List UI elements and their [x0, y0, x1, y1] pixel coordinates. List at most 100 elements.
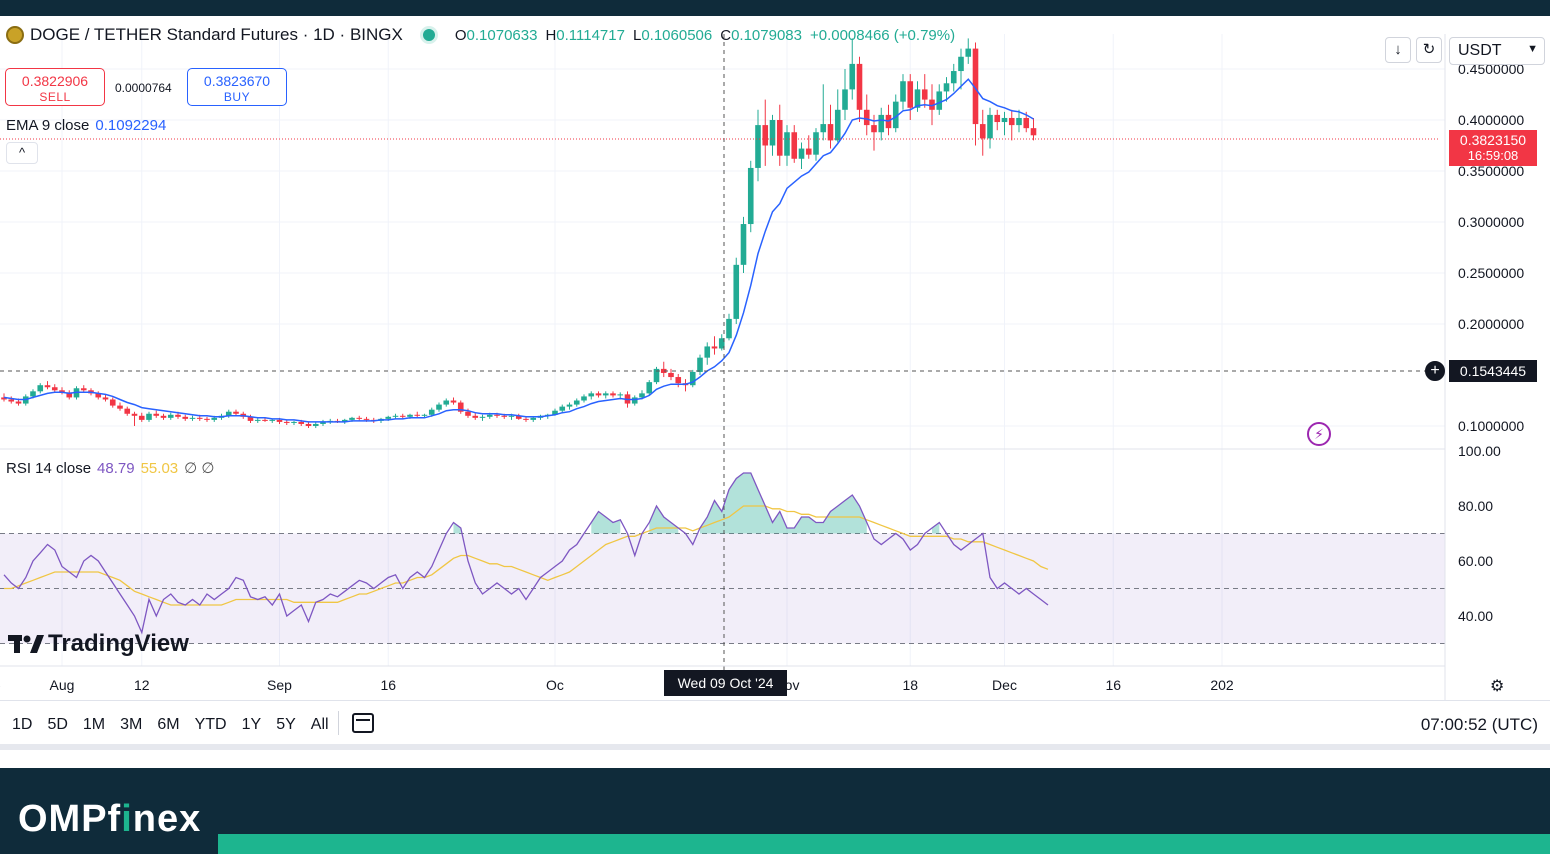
candle-body: [733, 264, 740, 319]
range-button-6m[interactable]: 6M: [157, 716, 180, 733]
candle-body: [494, 414, 500, 416]
candle-body: [37, 385, 44, 392]
candle-body: [189, 417, 196, 419]
range-button-all[interactable]: All: [310, 716, 329, 733]
range-button-3m[interactable]: 3M: [120, 716, 143, 733]
candle-body: [501, 415, 508, 417]
candle-body: [269, 419, 276, 421]
rsi-overbought-fill: [649, 506, 679, 534]
candle-body: [617, 394, 624, 396]
range-button-ytd[interactable]: YTD: [194, 716, 227, 733]
rsi-overbought-fill: [453, 522, 461, 534]
candle-body: [1016, 117, 1022, 126]
candle-body: [994, 114, 1001, 123]
candle-body: [479, 416, 486, 418]
candle-body: [167, 414, 174, 418]
tradingview-watermark[interactable]: TradingView: [8, 630, 189, 658]
chart-svg[interactable]: 0.1000000 0.2000000 0.2500000 0.3000000 0.35…: [0, 16, 1550, 748]
top-frame-bar: [0, 0, 1550, 16]
chart-area[interactable]: 0.1000000 0.2000000 0.2500000 0.3000000 0.35…: [0, 16, 1550, 748]
candle-body: [769, 120, 776, 146]
candle-body: [276, 419, 283, 422]
time-tick-label: Sep: [267, 677, 292, 693]
candle-body: [51, 387, 58, 391]
candle-body: [421, 414, 428, 416]
ema-label: EMA 9 close: [6, 117, 90, 134]
buy-label: BUY: [223, 90, 251, 104]
candle-body: [726, 318, 732, 339]
candle-body: [610, 393, 616, 396]
symbol-title[interactable]: DOGE / TETHER Standard Futures · 1D · BI…: [30, 25, 403, 44]
open-value: 0.1070633: [466, 26, 538, 44]
range-button-1m[interactable]: 1M: [82, 716, 106, 733]
candle-body: [211, 417, 218, 420]
range-button-5d[interactable]: 5D: [47, 716, 68, 733]
candle-body: [44, 385, 51, 388]
price-tick-label: 0.2500000: [1458, 265, 1524, 281]
candle-body: [305, 423, 312, 426]
candle-body: [407, 414, 413, 417]
buy-button[interactable]: 0.3823670 BUY: [187, 68, 287, 106]
candle-body: [247, 416, 254, 421]
calendar-icon[interactable]: [352, 713, 374, 733]
rsi-ma-value: 55.03: [140, 460, 179, 477]
candle-body: [363, 418, 370, 420]
candle-body: [813, 132, 819, 155]
candle-body: [552, 410, 558, 415]
candle-body: [254, 419, 261, 421]
candle-body: [602, 393, 609, 396]
candle-body: [30, 391, 36, 397]
candle-body: [131, 413, 138, 416]
candle-body: [856, 63, 863, 110]
candle-body: [523, 418, 529, 420]
sell-label: SELL: [39, 90, 71, 104]
rsi-tick-label: 40.00: [1458, 608, 1493, 624]
time-tick-label: 18: [902, 677, 918, 693]
low-value: 0.1060506: [641, 26, 713, 44]
candle-body: [762, 125, 769, 146]
candle-body: [385, 416, 392, 419]
utc-clock[interactable]: 07:00:52 (UTC): [1420, 715, 1538, 734]
candle-body: [878, 114, 885, 133]
rsi-legend[interactable]: RSI 14 close 48.79 55.03 ∅ ∅: [6, 459, 214, 477]
crosshair-date-tag: Wed 09 Oct '24: [664, 670, 787, 696]
brand-part-1: OMPf: [18, 798, 122, 840]
range-button-1d[interactable]: 1D: [12, 716, 33, 733]
range-button-1y[interactable]: 1Y: [241, 716, 262, 733]
candle-body: [711, 346, 718, 349]
rsi-lines: [3, 472, 1049, 635]
candle-body: [972, 48, 979, 125]
candle-body: [660, 368, 667, 373]
refresh-button[interactable]: ↻: [1416, 37, 1442, 63]
gear-icon[interactable]: ⚙: [1490, 678, 1505, 695]
crosshair-price-tag: 0.1543445: [1449, 360, 1537, 382]
candle-body: [428, 409, 435, 415]
ompfinex-logo: OMPfinex: [18, 798, 201, 841]
sell-button[interactable]: 0.3822906 SELL: [5, 68, 105, 106]
candle-body: [755, 125, 761, 168]
rsi-tick-label: 60.00: [1458, 553, 1493, 569]
currency-select[interactable]: USDT ▼: [1449, 37, 1545, 65]
candle-body: [936, 91, 943, 110]
range-button-5y[interactable]: 5Y: [276, 716, 296, 733]
event-marker-icon[interactable]: ⚡: [1307, 422, 1331, 446]
candle-body: [262, 419, 268, 421]
candle-body: [958, 56, 964, 72]
candle-body: [581, 396, 587, 401]
ema-legend[interactable]: EMA 9 close 0.1092294: [6, 117, 166, 134]
arrow-down-icon: ↓: [1394, 41, 1402, 58]
last-price-value: 0.3823150: [1459, 132, 1527, 148]
candle-body: [160, 415, 167, 418]
symbol-legend[interactable]: DOGE / TETHER Standard Futures · 1D · BI…: [6, 25, 955, 45]
price-tick-label: 0.4500000: [1458, 61, 1524, 77]
candle-body: [784, 132, 790, 156]
time-tick-label: Aug: [50, 677, 75, 693]
download-button[interactable]: ↓: [1385, 37, 1411, 63]
candle-body: [929, 99, 935, 110]
refresh-icon: ↻: [1422, 41, 1436, 58]
footer-banner: OMPfinex: [0, 768, 1550, 854]
market-status-icon: [422, 29, 435, 41]
last-price-tag: 0.3823150 16:59:08: [1449, 130, 1537, 166]
collapse-legend-button[interactable]: ^: [6, 142, 38, 164]
add-alert-button[interactable]: +: [1425, 361, 1445, 381]
